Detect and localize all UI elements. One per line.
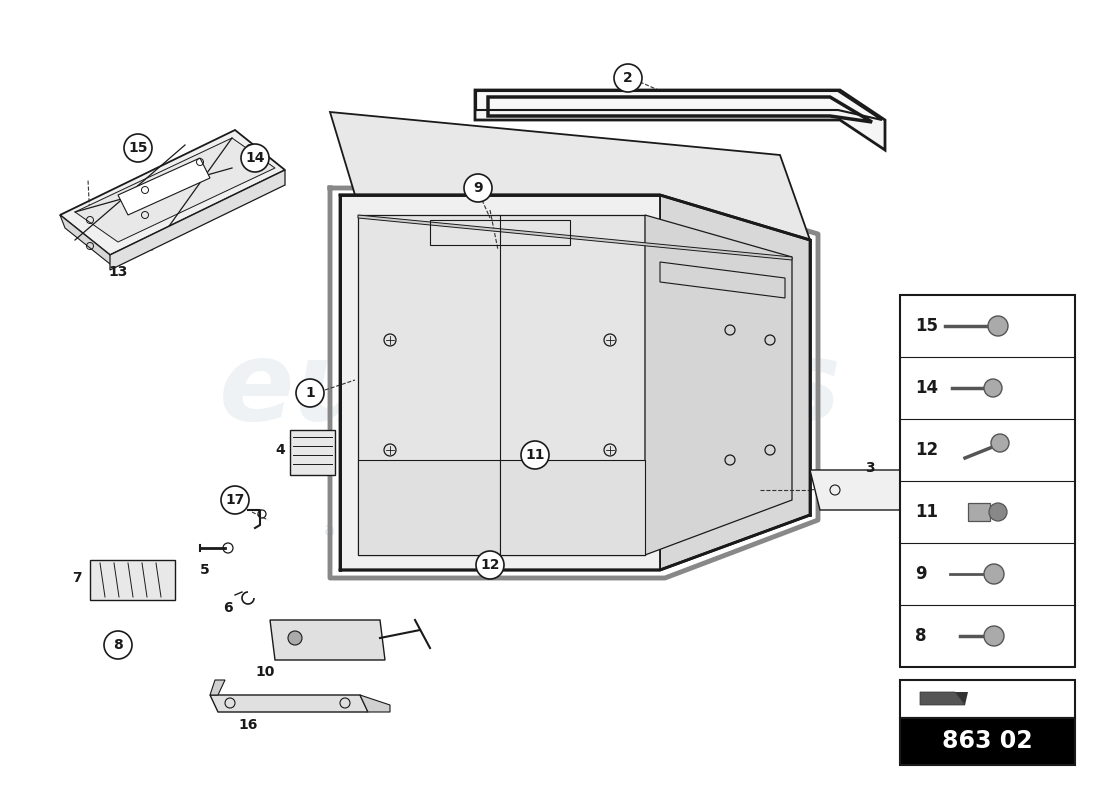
Polygon shape [475,90,886,150]
Circle shape [476,551,504,579]
Circle shape [124,134,152,162]
Text: 4: 4 [275,443,285,457]
Circle shape [241,144,270,172]
Polygon shape [90,560,175,600]
Polygon shape [476,91,882,120]
Text: a passion for parts since 1985: a passion for parts since 1985 [323,521,596,539]
Text: 6: 6 [223,601,233,615]
Text: 10: 10 [255,665,275,679]
Text: 14: 14 [245,151,265,165]
Polygon shape [358,215,792,260]
Polygon shape [60,215,116,268]
Polygon shape [810,470,930,510]
Text: 11: 11 [526,448,544,462]
Bar [900,680,1075,718]
Circle shape [521,441,549,469]
Text: 15: 15 [129,141,147,155]
Bar [900,295,1075,667]
Text: 1: 1 [305,386,315,400]
Polygon shape [60,130,285,255]
Text: 17: 17 [226,493,244,507]
Text: 9: 9 [915,565,926,583]
Circle shape [989,503,1006,521]
Circle shape [988,316,1008,336]
Circle shape [984,564,1004,584]
Polygon shape [110,170,285,270]
Text: 12: 12 [915,441,938,459]
Circle shape [104,631,132,659]
Circle shape [296,379,324,407]
Text: 15: 15 [915,317,938,335]
Text: 9: 9 [473,181,483,195]
Text: 14: 14 [915,379,938,397]
Text: 8: 8 [915,627,926,645]
Circle shape [464,174,492,202]
Polygon shape [645,215,792,555]
Circle shape [614,64,642,92]
Circle shape [288,631,302,645]
Polygon shape [358,215,645,555]
Text: 7: 7 [73,571,81,585]
Polygon shape [118,158,210,215]
Circle shape [984,626,1004,646]
Text: 11: 11 [915,503,938,521]
Bar [900,718,1075,765]
Text: 2: 2 [623,71,632,85]
Polygon shape [920,692,965,705]
Polygon shape [340,195,660,570]
Text: 12: 12 [481,558,499,572]
Text: 3: 3 [866,461,874,475]
Text: 16: 16 [239,718,257,732]
Polygon shape [330,112,810,240]
Polygon shape [500,460,645,555]
Polygon shape [270,620,385,660]
Text: 8: 8 [113,638,123,652]
Text: 863 02: 863 02 [943,730,1033,754]
Polygon shape [660,195,810,570]
Circle shape [984,379,1002,397]
Text: 13: 13 [108,265,128,279]
Bar [968,503,990,521]
Text: eurocares: eurocares [219,337,842,443]
Polygon shape [360,695,390,712]
Polygon shape [210,680,225,695]
Polygon shape [290,430,336,475]
Polygon shape [75,138,275,242]
Circle shape [991,434,1009,452]
Polygon shape [955,692,968,705]
Polygon shape [210,695,368,712]
Circle shape [221,486,249,514]
Polygon shape [358,460,500,555]
Text: 5: 5 [200,563,210,577]
